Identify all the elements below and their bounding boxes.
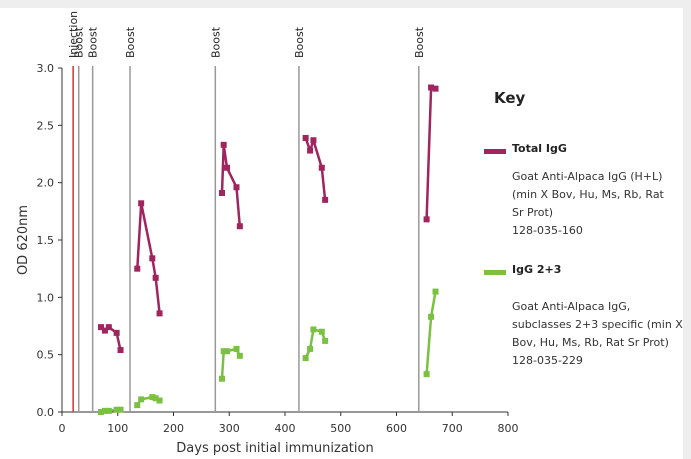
data-point-total-igg bbox=[149, 255, 156, 262]
data-point-total-igg bbox=[219, 189, 226, 196]
legend-desc-line: Goat Anti-Alpaca IgG (H+L) bbox=[512, 170, 663, 183]
data-point-total-igg bbox=[310, 137, 317, 144]
x-tick-label: 300 bbox=[219, 422, 240, 435]
boost-label: Boost bbox=[413, 26, 426, 58]
right-border bbox=[683, 0, 691, 459]
y-tick-label: 2.5 bbox=[37, 119, 55, 132]
data-point-total-igg bbox=[423, 216, 430, 223]
legend-desc-line: Sr Prot) bbox=[512, 206, 554, 219]
data-point-total-igg bbox=[113, 329, 120, 336]
data-point-total-igg bbox=[318, 164, 325, 171]
y-tick-label: 1.5 bbox=[37, 234, 55, 247]
series-line-total-igg bbox=[425, 86, 436, 220]
data-point-total-igg bbox=[105, 324, 112, 331]
series-line-total-igg bbox=[136, 202, 161, 314]
data-point-igg-2-3 bbox=[310, 326, 317, 333]
data-point-igg-2-3 bbox=[302, 355, 309, 362]
x-tick-label: 500 bbox=[330, 422, 351, 435]
data-point-igg-2-3 bbox=[233, 345, 240, 352]
data-point-total-igg bbox=[152, 274, 159, 281]
y-tick-label: 2.0 bbox=[37, 177, 55, 190]
data-point-igg-2-3 bbox=[423, 371, 430, 378]
x-axis-label: Days post initial immunization bbox=[176, 441, 373, 456]
legend-desc-line: (min X Bov, Hu, Ms, Rb, Rat bbox=[512, 188, 664, 201]
data-point-total-igg bbox=[134, 265, 141, 272]
top-border bbox=[0, 0, 691, 8]
legend-swatch-igg-2-3 bbox=[484, 270, 506, 275]
legend-label-total-igg: Total IgG bbox=[512, 142, 567, 155]
data-point-total-igg bbox=[156, 310, 163, 317]
legend-label-igg-2-3: IgG 2+3 bbox=[512, 263, 562, 276]
data-point-igg-2-3 bbox=[322, 337, 329, 344]
data-point-igg-2-3 bbox=[224, 348, 231, 355]
data-point-igg-2-3 bbox=[101, 407, 108, 414]
legend-swatch-total-igg bbox=[484, 149, 506, 154]
data-point-igg-2-3 bbox=[318, 328, 325, 335]
data-point-igg-2-3 bbox=[152, 395, 159, 402]
y-tick-label: 3.0 bbox=[37, 62, 55, 75]
data-point-total-igg bbox=[322, 196, 329, 203]
data-point-igg-2-3 bbox=[138, 396, 145, 403]
boost-label: Boost bbox=[87, 26, 100, 58]
x-tick-label: 100 bbox=[107, 422, 128, 435]
legend-desc-line: Goat Anti-Alpaca IgG, bbox=[512, 300, 631, 313]
data-point-igg-2-3 bbox=[149, 394, 156, 401]
legend-description-total-igg: Goat Anti-Alpaca IgG (H+L) (min X Bov, H… bbox=[512, 168, 687, 240]
data-point-igg-2-3 bbox=[156, 397, 163, 404]
data-point-total-igg bbox=[224, 164, 231, 171]
y-tick-label: 0.0 bbox=[37, 406, 55, 419]
x-tick-label: 700 bbox=[442, 422, 463, 435]
data-point-total-igg bbox=[236, 223, 243, 230]
boost-label: Boost bbox=[73, 26, 86, 58]
x-tick-label: 200 bbox=[163, 422, 184, 435]
data-point-igg-2-3 bbox=[117, 406, 124, 413]
data-point-igg-2-3 bbox=[307, 345, 314, 352]
data-point-total-igg bbox=[138, 200, 145, 207]
data-point-igg-2-3 bbox=[432, 288, 439, 295]
data-point-total-igg bbox=[302, 134, 309, 141]
data-point-total-igg bbox=[101, 327, 108, 334]
legend-description-igg-2-3: Goat Anti-Alpaca IgG, subclasses 2+3 spe… bbox=[512, 298, 687, 370]
data-point-total-igg bbox=[220, 141, 227, 148]
data-point-total-igg bbox=[428, 84, 435, 91]
y-tick-label: 0.5 bbox=[37, 349, 55, 362]
boost-label: Boost bbox=[209, 26, 222, 58]
injection-label: Injection bbox=[67, 11, 80, 58]
data-point-igg-2-3 bbox=[105, 407, 112, 414]
data-point-igg-2-3 bbox=[113, 406, 120, 413]
data-point-total-igg bbox=[432, 85, 439, 92]
data-point-total-igg bbox=[307, 147, 314, 154]
x-tick-label: 600 bbox=[386, 422, 407, 435]
data-point-igg-2-3 bbox=[134, 402, 141, 409]
data-point-total-igg bbox=[117, 347, 124, 354]
y-tick-label: 1.0 bbox=[37, 291, 55, 304]
data-point-igg-2-3 bbox=[428, 313, 435, 320]
x-tick-label: 0 bbox=[59, 422, 66, 435]
data-point-total-igg bbox=[98, 324, 105, 331]
boost-label: Boost bbox=[124, 26, 137, 58]
data-point-total-igg bbox=[233, 184, 240, 191]
legend-desc-line: 128-035-160 bbox=[512, 224, 583, 237]
legend-desc-line: 128-035-229 bbox=[512, 354, 583, 367]
data-point-igg-2-3 bbox=[220, 348, 227, 355]
x-tick-label: 400 bbox=[275, 422, 296, 435]
data-point-igg-2-3 bbox=[236, 352, 243, 359]
legend-desc-line: subclasses 2+3 specific (min X bbox=[512, 318, 683, 331]
data-point-igg-2-3 bbox=[219, 375, 226, 382]
boost-label: Boost bbox=[293, 26, 306, 58]
legend-desc-line: Bov, Hu, Ms, Rb, Rat Sr Prot) bbox=[512, 336, 669, 349]
x-tick-label: 800 bbox=[498, 422, 519, 435]
y-axis-label: OD 620nm bbox=[16, 205, 31, 275]
series-line-igg-2-3 bbox=[425, 291, 437, 375]
data-point-igg-2-3 bbox=[98, 409, 105, 415]
legend-title: Key bbox=[494, 89, 526, 107]
